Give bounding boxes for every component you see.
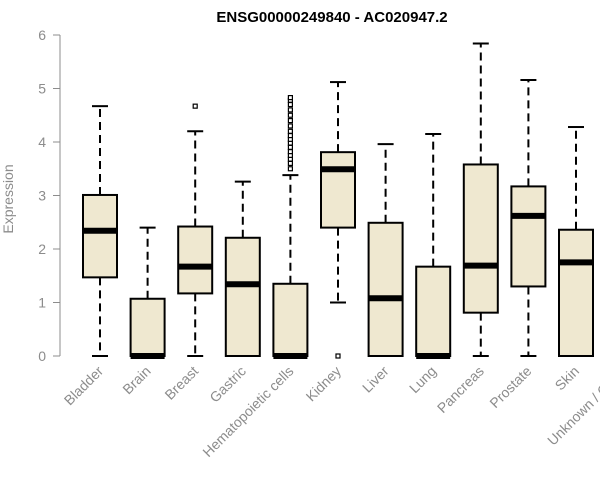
- outlier-4-13: [287, 107, 293, 113]
- y-axis: 0 1 2 3 4 5 6: [38, 27, 61, 364]
- outlier-4-9: [287, 128, 293, 134]
- box-4: [272, 94, 309, 359]
- box-10: [558, 126, 594, 358]
- outlier-4-16: [287, 94, 293, 101]
- boxes-group: [82, 42, 594, 359]
- y-tick-label-3: 3: [38, 188, 46, 204]
- box-rect-8: [462, 163, 499, 314]
- y-tick-label-6: 6: [38, 27, 46, 43]
- box-9: [510, 78, 547, 357]
- x-tick-label-9: Prostate: [486, 363, 534, 411]
- box-rect-5: [320, 151, 356, 229]
- outlier-4-10: [287, 123, 293, 129]
- outlier-4-11: [287, 117, 293, 124]
- outlier-4-4: [287, 149, 293, 155]
- x-tick-label-5: Kidney: [303, 363, 345, 405]
- box-rect-9: [510, 185, 547, 288]
- box-2: [177, 103, 214, 357]
- chart-title: ENSG00000249840 - AC020947.2: [216, 9, 447, 26]
- y-tick-label-2: 2: [38, 241, 46, 257]
- x-tick-label-7: Lung: [406, 363, 439, 396]
- outlier-4-12: [287, 112, 293, 118]
- x-tick-label-8: Pancreas: [434, 363, 487, 416]
- outlier-4-0: [287, 166, 293, 172]
- box-3: [224, 180, 261, 357]
- box-rect-1: [129, 297, 166, 358]
- box-8: [462, 42, 499, 357]
- box-rect-0: [82, 193, 118, 279]
- y-tick-label-1: 1: [38, 295, 46, 311]
- x-tick-label-0: Bladder: [61, 363, 107, 409]
- box-rect-10: [558, 228, 594, 358]
- outlier-4-1: [287, 160, 293, 166]
- box-0: [82, 105, 118, 357]
- x-tick-label-2: Breast: [161, 363, 201, 403]
- y-tick-label-4: 4: [38, 134, 46, 150]
- box-rect-3: [224, 236, 261, 357]
- box-rect-2: [177, 225, 214, 295]
- box-rect-4: [272, 282, 309, 357]
- box-6: [367, 143, 404, 357]
- outlier-4-8: [287, 132, 293, 139]
- x-tick-label-4: Hematopoietic cells: [199, 363, 296, 460]
- outlier-4-14: [287, 101, 293, 108]
- box-1: [129, 226, 166, 359]
- outlier-4-5: [287, 144, 293, 150]
- x-tick-label-10: Skin: [552, 363, 583, 394]
- box-7: [415, 132, 452, 359]
- box-5: [320, 81, 356, 359]
- x-tick-label-3: Gastric: [206, 363, 249, 406]
- y-tick-label-0: 0: [38, 348, 46, 364]
- box-rect-6: [367, 221, 404, 357]
- x-tick-label-6: Liver: [359, 363, 392, 396]
- y-tick-label-5: 5: [38, 81, 46, 97]
- box-rect-7: [415, 265, 452, 357]
- outlier-2-0: [192, 103, 198, 109]
- x-tick-label-1: Brain: [119, 363, 153, 397]
- outlier-5-0: [335, 353, 341, 359]
- y-axis-label: Expression: [0, 164, 16, 233]
